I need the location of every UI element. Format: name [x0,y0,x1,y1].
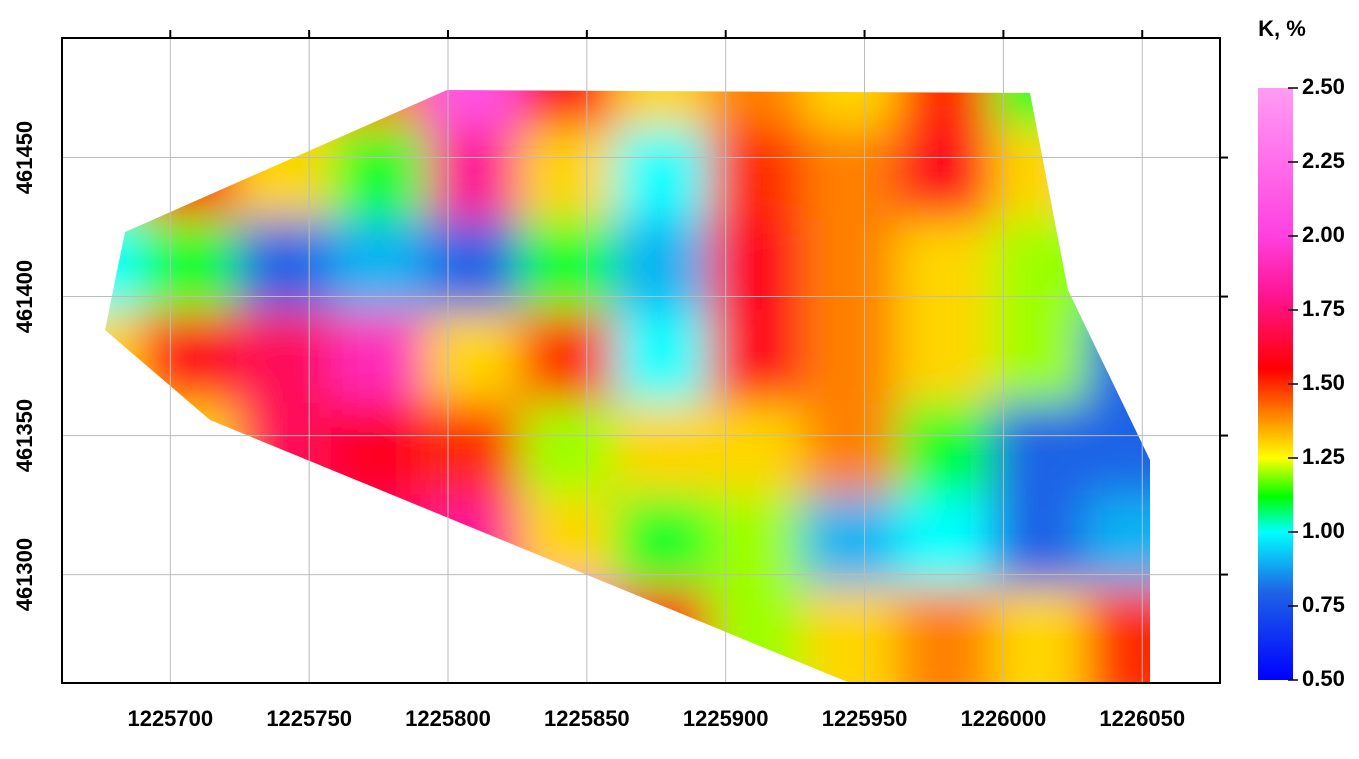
x-tick-label: 1225850 [544,706,630,731]
heat-cell [425,587,559,719]
y-tick-label: 461450 [12,121,37,194]
x-tick-label: 1225750 [266,706,352,731]
colorbar-tick-label: 1.00 [1302,518,1345,543]
heat-cell [236,495,370,627]
colorbar-tick-label: 0.50 [1302,666,1345,691]
heat-cell [1086,220,1220,352]
colorbar [1258,88,1293,680]
colorbar-tick-label: 2.50 [1302,74,1345,99]
heat-cell [48,36,182,168]
colorbar-tick-label: 0.75 [1302,592,1345,617]
colorbar-title: K, % [1258,16,1306,41]
colorbar-tick-label: 1.25 [1302,444,1345,469]
heat-cell [142,587,276,719]
colorbar-tick-label: 1.50 [1302,370,1345,395]
heatmap-area [48,36,1221,718]
y-tick-label: 461300 [12,538,37,611]
x-tick-label: 1225900 [683,706,769,731]
heat-cell [1086,587,1220,719]
x-tick-label: 1225800 [405,706,491,731]
heat-cell [331,587,465,719]
chart: K, % 1225700 1225750 1225800 1225850 1225900… [0,0,1359,754]
y-tick-label: 461350 [12,399,37,472]
x-tick-label: 1226000 [961,706,1047,731]
heat-cell [1086,36,1220,168]
heat-cell [1086,128,1220,260]
x-tick-label: 1225700 [127,706,213,731]
y-tick-label: 461400 [12,260,37,333]
heat-cell [236,587,370,719]
colorbar-tick-label: 2.25 [1302,148,1345,173]
heat-cell [48,403,182,535]
colorbar-tick-label: 2.00 [1302,222,1345,247]
heat-cell [142,495,276,627]
heat-cell [48,495,182,627]
heat-cell [142,36,276,168]
heat-cell [48,587,182,719]
x-tick-label: 1226050 [1099,706,1185,731]
colorbar-tick-label: 1.75 [1302,296,1345,321]
x-tick-label: 1225950 [822,706,908,731]
